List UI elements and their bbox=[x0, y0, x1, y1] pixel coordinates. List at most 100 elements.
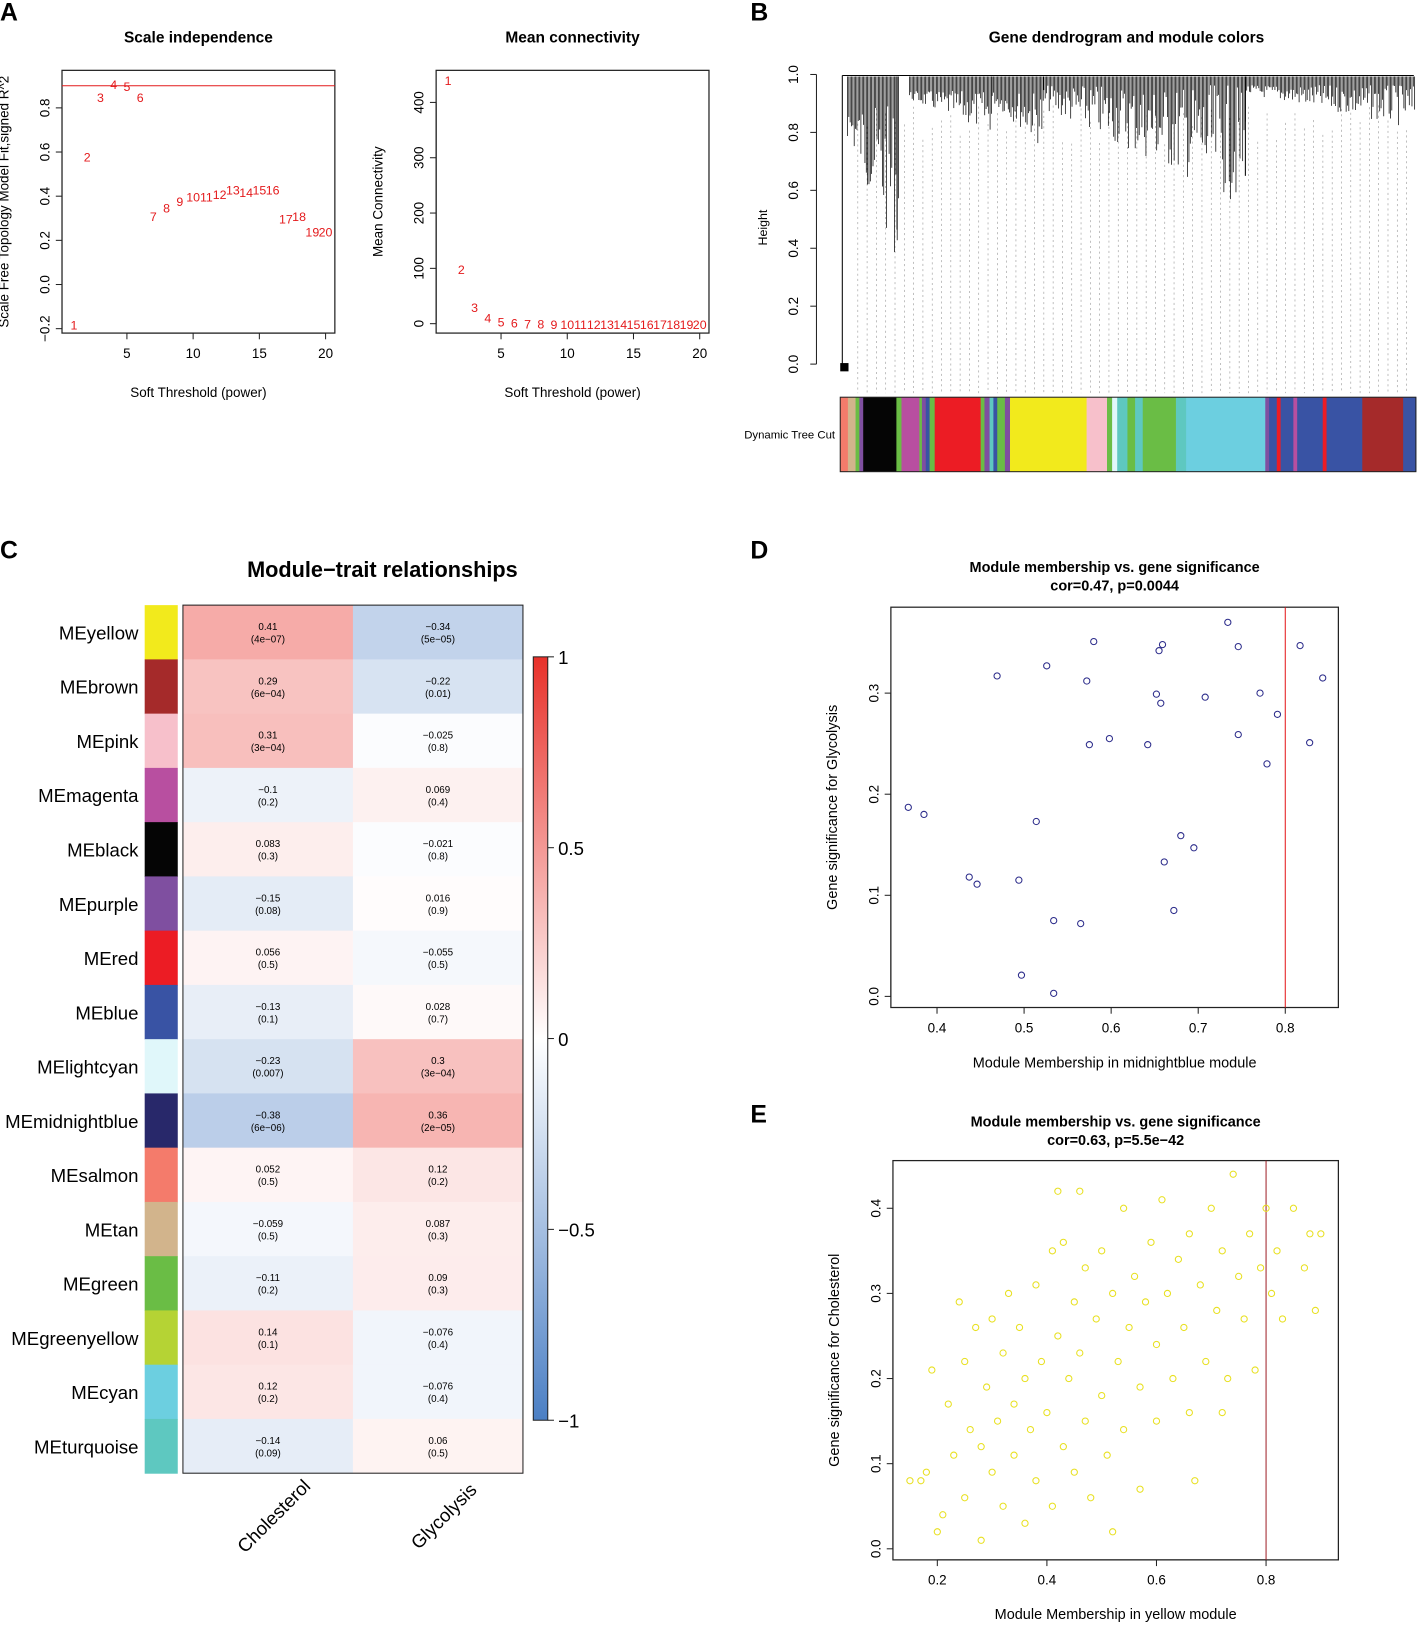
module-name: MEmagenta bbox=[38, 785, 139, 806]
data-point bbox=[1218, 1408, 1226, 1417]
point-label: 4 bbox=[484, 312, 491, 326]
chart-title: Scale independence bbox=[124, 29, 273, 46]
data-point bbox=[1185, 1230, 1193, 1238]
point-label: 16 bbox=[266, 184, 280, 198]
module-name: MEyellow bbox=[59, 622, 139, 643]
cell-pvalue: (6e−04) bbox=[251, 689, 285, 700]
heatmap-cell bbox=[352, 984, 524, 1040]
heatmap-frame bbox=[182, 604, 524, 1474]
module-color-segment bbox=[1269, 397, 1278, 472]
data-point bbox=[1105, 734, 1114, 743]
heatmap-cell bbox=[352, 1093, 524, 1149]
cell-pvalue: (0.5) bbox=[428, 960, 448, 971]
heatmap-cell bbox=[352, 1039, 524, 1094]
cell-correlation: −0.076 bbox=[423, 1327, 454, 1338]
data-point bbox=[920, 810, 928, 819]
x-tick-label: 10 bbox=[186, 346, 201, 361]
data-point bbox=[1256, 689, 1264, 697]
cell-pvalue: (0.007) bbox=[252, 1069, 283, 1080]
data-point bbox=[1311, 1306, 1319, 1315]
module-color-segment bbox=[1135, 397, 1144, 472]
y-tick-label: 300 bbox=[412, 147, 427, 169]
chart-gene-dendrogram: Gene dendrogram and module colors 0.0 0.2 0… bbox=[744, 29, 1417, 473]
y-tick-label: −0.2 bbox=[38, 315, 53, 342]
y-tick-label: 200 bbox=[412, 202, 427, 224]
cell-correlation: 0.12 bbox=[258, 1382, 277, 1393]
heatmap-cell bbox=[182, 1201, 354, 1257]
cell-correlation: −0.021 bbox=[423, 839, 453, 850]
module-color-swatch bbox=[144, 713, 178, 769]
cell-correlation: 0.29 bbox=[258, 676, 277, 687]
point-label: 15 bbox=[252, 184, 266, 198]
data-point bbox=[983, 1383, 991, 1391]
data-point bbox=[1144, 741, 1152, 749]
legend-tick-label: −0.5 bbox=[558, 1220, 595, 1241]
y-tick-label: 1.0 bbox=[786, 65, 801, 84]
data-point bbox=[950, 1451, 958, 1459]
x-tick-label: 5 bbox=[123, 346, 130, 361]
cell-pvalue: (0.3) bbox=[258, 852, 278, 863]
y-tick-label: 0 bbox=[412, 320, 427, 327]
module-color-segment bbox=[1280, 397, 1294, 472]
point-label: 18 bbox=[292, 210, 306, 224]
module-color-segment bbox=[1297, 397, 1324, 472]
cell-correlation: 0.3 bbox=[431, 1056, 445, 1067]
point-label: 5 bbox=[498, 316, 505, 330]
module-color-segment bbox=[921, 397, 927, 472]
cell-pvalue: (0.2) bbox=[258, 1394, 278, 1405]
heatmap-cell bbox=[182, 984, 354, 1040]
module-color-segment bbox=[980, 397, 985, 472]
data-point bbox=[1213, 1306, 1221, 1315]
cell-pvalue: (5e−05) bbox=[421, 635, 455, 646]
data-point bbox=[1054, 1332, 1062, 1340]
x-tick-label: 15 bbox=[252, 346, 267, 361]
data-point bbox=[1076, 1187, 1084, 1195]
data-point bbox=[1190, 844, 1198, 852]
point-label: 19 bbox=[305, 226, 319, 240]
y-tick-label: 0.4 bbox=[786, 238, 801, 257]
data-point bbox=[1048, 1247, 1056, 1255]
data-point bbox=[1319, 674, 1327, 682]
x-tick-label: 0.7 bbox=[1189, 1020, 1208, 1035]
data-point bbox=[1262, 1204, 1270, 1212]
y-tick-label: 0.0 bbox=[866, 987, 881, 1006]
cell-correlation: 0.028 bbox=[426, 1002, 451, 1013]
module-color-segment bbox=[934, 397, 982, 472]
data-point bbox=[1048, 1502, 1056, 1510]
module-name: MEgreen bbox=[63, 1274, 138, 1295]
module-color-segment bbox=[997, 397, 1006, 472]
cell-correlation: 0.056 bbox=[256, 948, 281, 959]
module-name: MEgreenyellow bbox=[11, 1328, 139, 1349]
data-point bbox=[1081, 1264, 1089, 1272]
data-point bbox=[1278, 1315, 1287, 1323]
data-point bbox=[1050, 989, 1058, 997]
module-name: MEred bbox=[84, 948, 139, 969]
data-point bbox=[965, 873, 973, 881]
y-tick-label: 0.2 bbox=[866, 785, 881, 804]
y-tick-label: 400 bbox=[412, 91, 427, 113]
data-point bbox=[1119, 1204, 1128, 1212]
y-tick-label: 0.8 bbox=[786, 123, 801, 142]
data-point bbox=[939, 1511, 947, 1519]
data-point bbox=[1098, 1247, 1106, 1255]
point-label: 2 bbox=[84, 151, 91, 165]
cell-correlation: −0.38 bbox=[256, 1110, 281, 1121]
module-color-segment bbox=[1276, 397, 1282, 472]
cell-pvalue: (0.3) bbox=[428, 1286, 448, 1297]
heatmap-cell bbox=[352, 1201, 524, 1257]
module-color-segment bbox=[1293, 397, 1298, 472]
data-point bbox=[1076, 1349, 1084, 1357]
heatmap-cell bbox=[182, 713, 354, 769]
data-point bbox=[1157, 699, 1165, 707]
point-label: 7 bbox=[524, 317, 531, 331]
data-point bbox=[1125, 1323, 1133, 1332]
x-axis-label: Module Membership in yellow module bbox=[995, 1607, 1237, 1622]
point-label: 7 bbox=[150, 210, 157, 224]
data-point bbox=[1026, 1425, 1035, 1434]
data-point bbox=[1152, 1340, 1161, 1349]
cell-pvalue: (0.8) bbox=[428, 743, 448, 754]
x-tick-label: 0.4 bbox=[1038, 1573, 1057, 1588]
legend-tick-label: 0 bbox=[558, 1029, 568, 1050]
point-label: 14 bbox=[613, 318, 627, 332]
point-label: 8 bbox=[163, 201, 170, 215]
